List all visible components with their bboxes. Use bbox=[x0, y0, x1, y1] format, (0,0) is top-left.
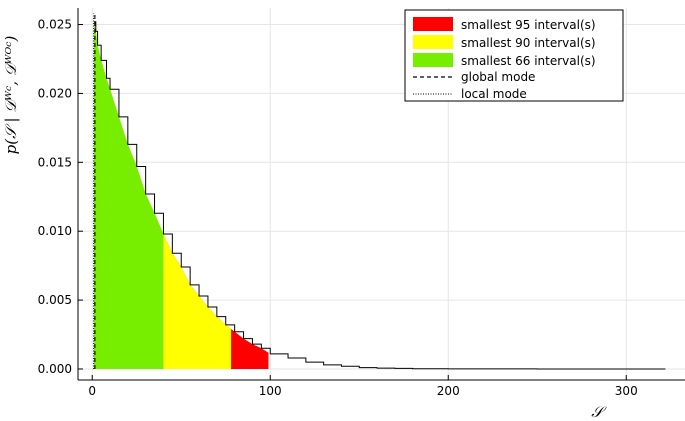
y-tick-label: 0.020 bbox=[38, 86, 72, 100]
x-axis-label: 𝒮 bbox=[591, 403, 607, 421]
legend-swatch-66 bbox=[413, 53, 453, 67]
legend-label-global-mode: global mode bbox=[461, 70, 535, 84]
density-curve-layer bbox=[94, 21, 666, 370]
y-tick-label: 0.010 bbox=[38, 224, 72, 238]
y-axis-label: p(𝒮 | 𝒟ᵂᶜ, 𝒟ᵂᴼᶜ) bbox=[2, 35, 20, 154]
axes bbox=[77, 8, 685, 381]
tick-labels: 0 100 200 300 0.000 0.005 0.010 0.015 0.020 0.025 bbox=[38, 18, 638, 398]
legend-label-local-mode: local mode bbox=[461, 87, 527, 101]
x-tick-label: 100 bbox=[259, 384, 282, 398]
interval-fills bbox=[94, 21, 269, 369]
x-tick-label: 300 bbox=[615, 384, 638, 398]
y-tick-label: 0.025 bbox=[38, 18, 72, 32]
y-tick-label: 0.015 bbox=[38, 155, 72, 169]
legend: smallest 95 interval(s) smallest 90 inte… bbox=[404, 9, 624, 102]
legend-label-90: smallest 90 interval(s) bbox=[461, 36, 596, 50]
legend-label-95: smallest 95 interval(s) bbox=[461, 18, 596, 32]
x-tick-label: 0 bbox=[88, 384, 96, 398]
interval-fill-2 bbox=[94, 21, 164, 369]
x-tick-label: 200 bbox=[437, 384, 460, 398]
y-tick-label: 0.000 bbox=[38, 362, 72, 376]
density-curve bbox=[94, 21, 666, 370]
mode-lines bbox=[93, 13, 96, 369]
legend-label-66: smallest 66 interval(s) bbox=[461, 54, 596, 68]
legend-swatch-90 bbox=[413, 35, 453, 49]
y-tick-label: 0.005 bbox=[38, 293, 72, 307]
legend-swatch-95 bbox=[413, 17, 453, 31]
